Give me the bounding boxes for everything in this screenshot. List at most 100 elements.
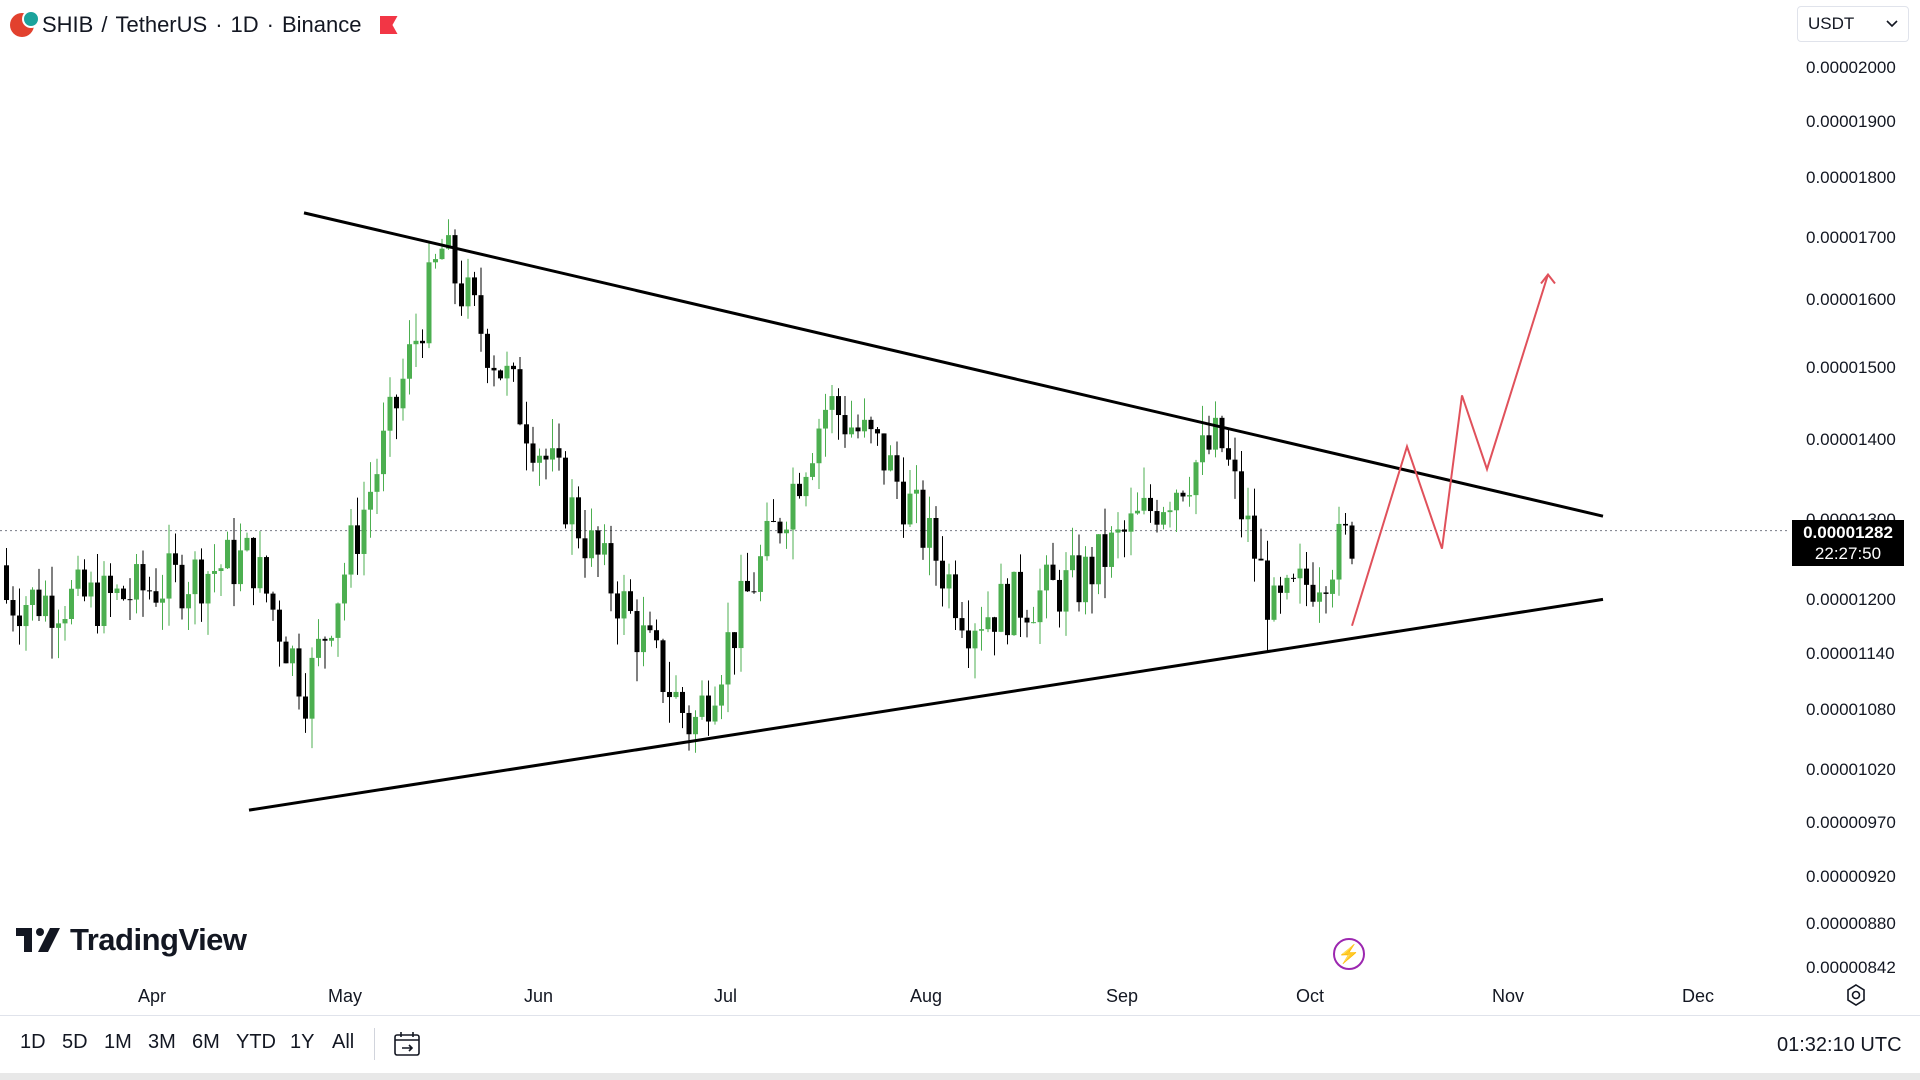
range-button-5d[interactable]: 5D <box>62 1031 88 1053</box>
chevron-down-icon <box>1886 20 1898 28</box>
candle-body <box>400 378 406 409</box>
candle-body <box>1252 515 1257 559</box>
candle-body <box>862 419 867 432</box>
candle-body <box>459 283 464 307</box>
candle-body <box>322 638 328 641</box>
candle-body <box>998 583 1004 632</box>
candle-body <box>550 448 555 460</box>
candle-body <box>1226 448 1231 460</box>
time-axis-label: Nov <box>1492 986 1525 1006</box>
bar-countdown: 22:27:50 <box>1814 544 1882 563</box>
candle-body <box>712 705 718 722</box>
flag-icon[interactable] <box>379 16 398 34</box>
price-axis-label: 0.00001140 <box>1806 644 1895 663</box>
candle-body <box>212 570 217 574</box>
candle-body <box>979 629 984 631</box>
interval-label: 1D <box>230 12 259 37</box>
candle-body <box>569 497 575 525</box>
candle-body <box>394 396 399 409</box>
price-axis-label: 0.00000880 <box>1806 914 1896 933</box>
candle-body <box>23 605 29 627</box>
range-button-3m[interactable]: 3M <box>148 1031 176 1053</box>
settings-gear-icon[interactable] <box>1845 984 1867 1006</box>
candle-body <box>173 553 178 565</box>
candle-body <box>1161 512 1166 525</box>
candle-body <box>153 591 159 603</box>
candle-body <box>452 235 458 284</box>
candle-body <box>413 340 419 345</box>
candle-body <box>433 259 438 263</box>
range-button-1d[interactable]: 1D <box>20 1031 46 1053</box>
candle-body <box>283 641 289 664</box>
candle-body <box>381 430 386 475</box>
candle-body <box>1174 492 1179 511</box>
candle-body <box>491 367 497 371</box>
candle-body <box>75 569 81 589</box>
candle-body <box>1122 529 1127 532</box>
candle-body <box>316 638 321 658</box>
candle-body <box>127 599 133 601</box>
last-price-label: 0.00001282 22:27:50 <box>1792 520 1904 566</box>
candle-body <box>1245 515 1251 520</box>
candle-body <box>1102 534 1108 567</box>
candle-body <box>218 568 224 571</box>
candle-body <box>348 525 354 575</box>
candle-body <box>1336 523 1342 580</box>
candle-body <box>1044 564 1049 591</box>
candle-body <box>615 593 620 619</box>
candle-body <box>1187 495 1192 497</box>
horizontal-scrollbar[interactable] <box>0 1073 1920 1080</box>
candle-body <box>946 574 952 589</box>
candle-body <box>134 564 139 600</box>
last-price-value: 0.00001282 <box>1803 523 1893 542</box>
candle-body <box>784 529 789 534</box>
candle-body <box>530 443 536 463</box>
candle-body <box>1200 435 1205 463</box>
currency-value: USDT <box>1808 14 1855 33</box>
date-range-calendar-icon[interactable] <box>393 1030 421 1058</box>
range-button-ytd[interactable]: YTD <box>236 1031 276 1053</box>
range-button-all[interactable]: All <box>332 1031 355 1053</box>
candle-body <box>732 632 737 649</box>
symbol-name: SHIB <box>42 12 94 37</box>
candle-body <box>426 262 432 344</box>
candle-body <box>628 591 633 612</box>
candle-body <box>355 525 360 554</box>
candle-body <box>1219 417 1225 449</box>
currency-selector[interactable]: USDT <box>1797 6 1909 42</box>
candle-body <box>179 564 185 609</box>
candle-body <box>1050 564 1056 580</box>
candle-body <box>836 396 841 416</box>
candle-body <box>602 543 607 555</box>
price-chart[interactable] <box>0 0 1920 1010</box>
candle-body <box>810 463 815 477</box>
candle-body <box>114 588 120 594</box>
candle-body <box>251 537 256 589</box>
symbol-header[interactable]: SHIB / TetherUS · 1D · Binance <box>10 8 398 42</box>
candle-body <box>517 369 523 425</box>
candle-body <box>823 409 828 429</box>
candle-body <box>972 630 978 649</box>
candle-body <box>771 520 776 522</box>
range-button-1y[interactable]: 1Y <box>290 1031 315 1053</box>
candle-body <box>147 590 152 592</box>
candle-body <box>49 595 55 628</box>
utc-clock[interactable]: 01:32:10 UTC <box>1777 1034 1902 1056</box>
time-axis-label: Jul <box>714 986 738 1006</box>
range-button-6m[interactable]: 6M <box>192 1031 220 1053</box>
candle-body <box>543 455 549 460</box>
candle-body <box>868 419 874 430</box>
candle-body <box>465 277 471 307</box>
candle-body <box>160 598 165 603</box>
lightning-icon[interactable]: ⚡ <box>1333 938 1365 970</box>
candle-body <box>82 569 87 597</box>
candle-body <box>62 619 68 624</box>
candle-body <box>231 539 237 585</box>
range-button-1m[interactable]: 1M <box>104 1031 132 1053</box>
tradingview-logo[interactable]: TradingView <box>16 922 247 958</box>
candle-body <box>303 696 308 719</box>
toolbar-divider <box>374 1028 375 1060</box>
candle-body <box>342 574 347 604</box>
candle-body <box>725 632 731 685</box>
